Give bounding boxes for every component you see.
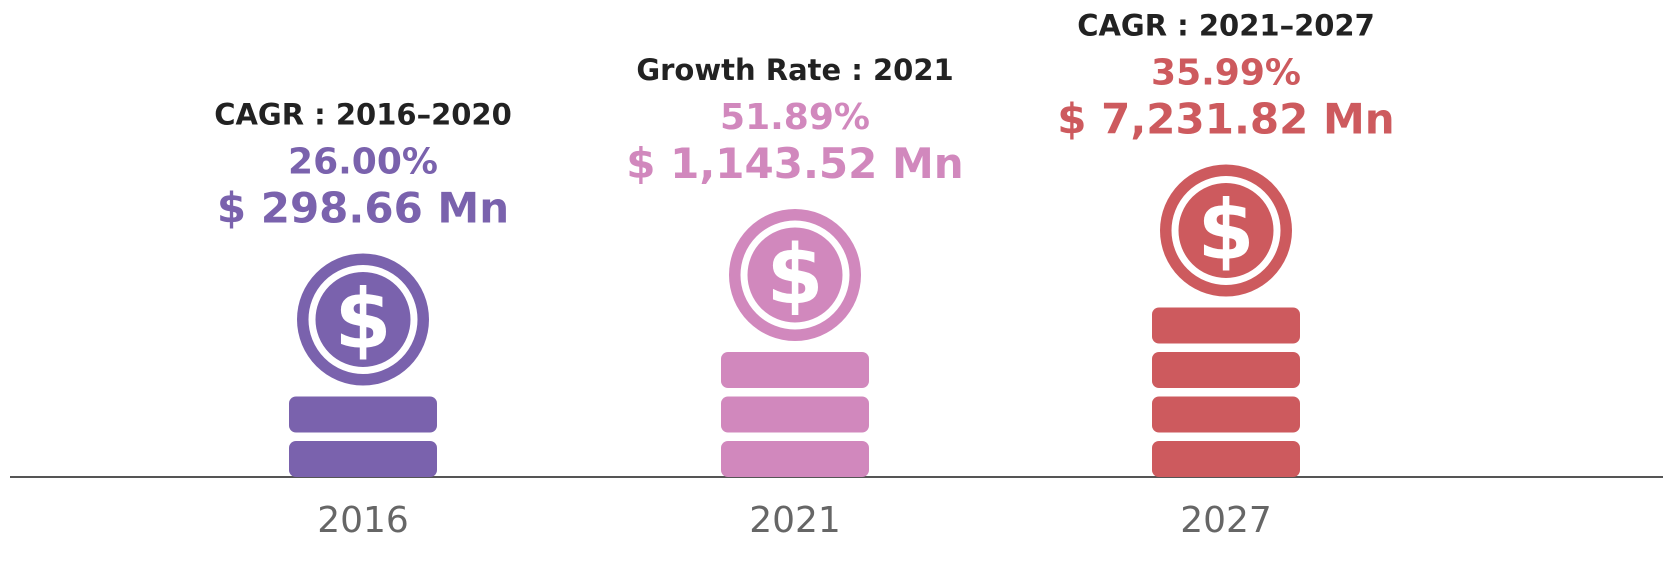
coin-stack: [721, 441, 869, 477]
year: 2021: [749, 500, 841, 541]
coin-stack: [1152, 352, 1300, 388]
rate: 26.00%: [288, 142, 438, 183]
year: 2027: [1180, 500, 1272, 541]
dollar-icon: $: [1197, 184, 1254, 279]
coin-stack: [289, 396, 437, 433]
rate: 35.99%: [1151, 53, 1301, 94]
metric-label: CAGR : 2016–2020: [214, 98, 512, 132]
metric-label: Growth Rate : 2021: [636, 53, 953, 87]
coin-ring: [740, 220, 850, 330]
year: 2016: [317, 500, 409, 541]
coin-stack: [1152, 307, 1300, 344]
coin-stack: [1152, 441, 1300, 477]
rate: 51.89%: [720, 97, 870, 138]
value: $ 7,231.82 Mn: [1057, 95, 1394, 144]
coin-ring: [1171, 176, 1281, 285]
metric-label: CAGR : 2021–2027: [1077, 9, 1375, 43]
value: $ 298.66 Mn: [217, 184, 509, 233]
coin: [1160, 164, 1292, 297]
coin: [729, 209, 861, 341]
coin-stack: [1152, 396, 1300, 433]
coin-stack: [289, 441, 437, 477]
coin-stack: [721, 396, 869, 433]
coin-stack: [721, 352, 869, 388]
dollar-icon: $: [334, 273, 391, 368]
value: $ 1,143.52 Mn: [626, 139, 963, 188]
coin-ring: [308, 265, 418, 374]
dollar-icon: $: [766, 228, 823, 323]
coin: [297, 253, 429, 386]
